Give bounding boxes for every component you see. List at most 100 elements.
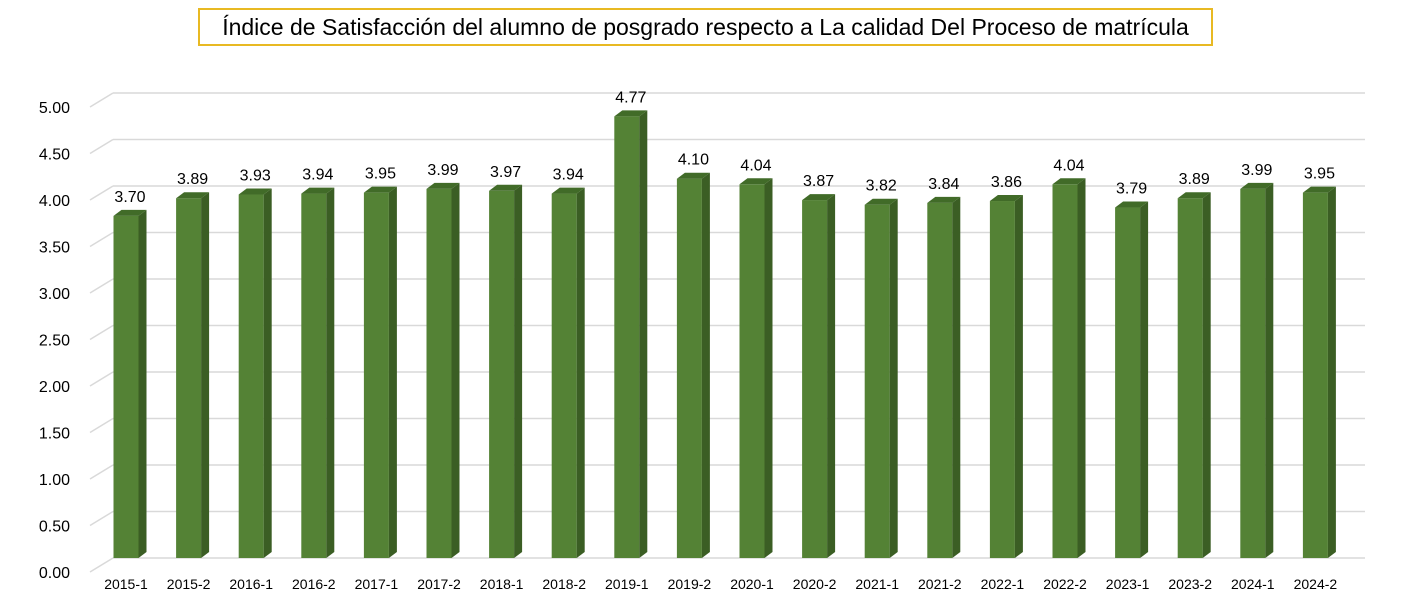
x-tick-label: 2019-2 [668, 576, 712, 592]
x-tick-label: 2016-2 [292, 576, 336, 592]
y-tick-label: 2.50 [39, 333, 70, 350]
bar-side [1014, 195, 1023, 558]
x-tick-label: 2024-1 [1231, 576, 1275, 592]
bar-side [1265, 182, 1274, 558]
bar [176, 198, 202, 559]
data-label: 3.79 [1116, 181, 1147, 198]
bar [1302, 192, 1328, 558]
data-label: 3.70 [114, 189, 145, 206]
bar-top [1240, 182, 1274, 189]
data-label: 3.95 [365, 166, 396, 183]
data-label: 4.77 [615, 89, 646, 106]
bar-side [326, 187, 335, 558]
bar-top [1115, 201, 1149, 208]
data-label: 3.99 [427, 162, 458, 179]
y-tick-label: 5.00 [39, 100, 70, 117]
bar-top [551, 187, 585, 194]
data-label: 4.04 [740, 157, 771, 174]
x-tick-label: 2018-1 [480, 576, 524, 592]
bar [113, 215, 139, 558]
x-tick-label: 2021-1 [855, 576, 899, 592]
bar-top [739, 178, 773, 185]
bar-side [201, 192, 210, 559]
bar-side [701, 172, 710, 558]
x-tick-label: 2020-1 [730, 576, 774, 592]
bar-top [489, 184, 523, 191]
y-tick-label: 1.50 [39, 426, 70, 443]
data-label: 3.84 [928, 176, 959, 193]
data-labels: 3.70 3.89 3.93 3.94 3.95 3.99 3.97 3.94 4.77 4.10… [114, 89, 1335, 206]
y-tick-label: 1.00 [39, 472, 70, 489]
data-label: 3.94 [302, 167, 333, 184]
bar-top [989, 195, 1023, 202]
x-tick-label: 2023-2 [1168, 576, 1212, 592]
bar-side [138, 209, 147, 558]
bar [927, 202, 953, 558]
y-tick-label: 3.00 [39, 286, 70, 303]
data-label: 3.86 [991, 174, 1022, 191]
x-tick-label: 2016-1 [229, 576, 273, 592]
bars [113, 110, 1336, 559]
bar-side [514, 184, 523, 559]
data-label: 3.89 [1179, 171, 1210, 188]
data-label: 4.10 [678, 152, 709, 169]
bar [614, 116, 640, 558]
bar-side [451, 182, 460, 558]
gridline-depth [89, 324, 114, 341]
gridline-depth [89, 371, 114, 387]
y-axis-ticks: 0.00 0.50 1.00 1.50 2.00 2.50 3.00 3.50 4.00 4.50… [39, 100, 70, 582]
x-tick-label: 2022-1 [981, 576, 1025, 592]
gridlines [89, 92, 1365, 573]
bar-side [1140, 201, 1149, 558]
x-tick-label: 2015-2 [167, 576, 211, 592]
bar-top [676, 172, 710, 179]
bar-side [639, 110, 648, 558]
y-tick-label: 4.50 [39, 147, 70, 164]
bar [989, 201, 1015, 558]
bar-top [927, 196, 961, 203]
data-label: 3.94 [553, 167, 584, 184]
data-label: 3.93 [240, 168, 271, 185]
bar-side [889, 198, 898, 559]
bar-top [363, 186, 397, 193]
x-tick-label: 2019-1 [605, 576, 649, 592]
bar [739, 184, 765, 558]
bar-side [263, 188, 272, 558]
y-tick-label: 0.00 [39, 565, 70, 582]
bar-top [238, 188, 272, 195]
y-tick-label: 3.50 [39, 240, 70, 257]
bar [363, 192, 389, 558]
gridline-depth [89, 464, 114, 480]
bar-side [827, 194, 836, 558]
gridline-depth [89, 185, 114, 201]
bar [1115, 207, 1141, 558]
x-tick-label: 2018-2 [542, 576, 586, 592]
bar-side [576, 187, 585, 558]
x-tick-label: 2020-2 [793, 576, 837, 592]
bar-side [1077, 178, 1086, 558]
y-tick-label: 0.50 [39, 519, 70, 536]
gridline-depth [89, 417, 114, 434]
bar [426, 188, 452, 558]
bar-side [952, 196, 961, 558]
gridline-depth [89, 278, 114, 294]
bar-side [388, 186, 397, 558]
x-tick-label: 2024-2 [1294, 576, 1338, 592]
bar-top [614, 110, 648, 117]
bar-top [1177, 192, 1211, 199]
bar [238, 194, 264, 558]
x-axis-ticks: 2015-1 2015-2 2016-1 2016-2 2017-1 2017-2 2018… [104, 576, 1337, 592]
x-tick-label: 2017-2 [417, 576, 461, 592]
bar-top [1302, 186, 1336, 193]
bar [864, 204, 890, 559]
bar [489, 190, 515, 559]
data-label: 3.82 [866, 178, 897, 195]
bar-top [426, 182, 460, 189]
bar-top [176, 192, 210, 199]
gridline-depth [89, 138, 114, 155]
x-tick-label: 2015-1 [104, 576, 148, 592]
bar [1052, 184, 1078, 558]
data-label: 4.04 [1053, 157, 1084, 174]
bar [1240, 188, 1266, 558]
